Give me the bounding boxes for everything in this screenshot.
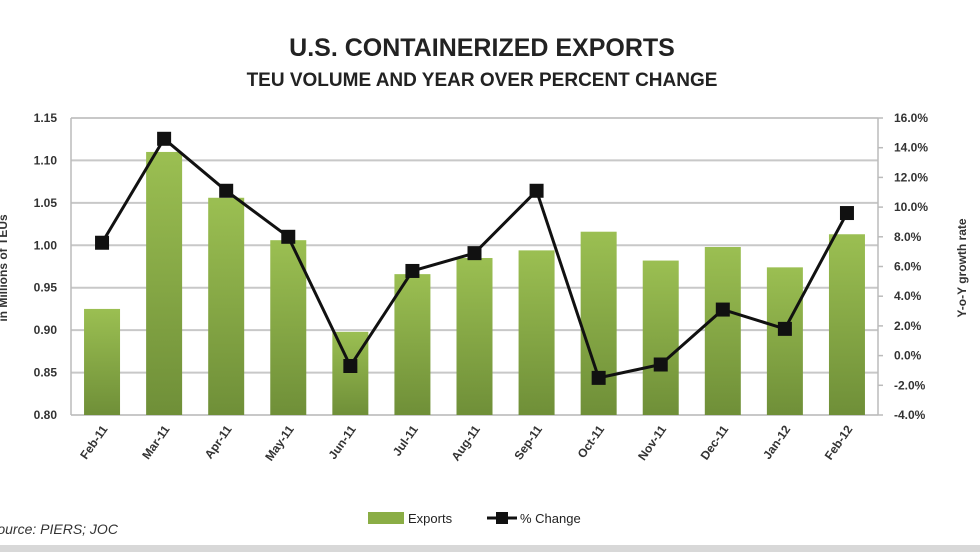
x-tick-label: Feb-11: [77, 422, 110, 461]
change-marker-May-11: [281, 229, 296, 244]
x-tick-label: Oct-11: [575, 422, 608, 460]
change-marker-Apr-11: [219, 183, 234, 198]
right-tick-label: 2.0%: [894, 319, 922, 333]
x-tick-label: Dec-11: [698, 422, 732, 462]
x-tick-label: Mar-11: [139, 422, 172, 461]
bar-exports-May-11: [270, 240, 307, 415]
right-tick-label: 16.0%: [894, 111, 928, 125]
left-tick-label: 1.10: [34, 153, 58, 167]
x-tick-label: Feb-12: [822, 422, 856, 462]
change-marker-Oct-11: [591, 370, 606, 385]
change-marker-Feb-12: [839, 206, 854, 221]
change-marker-Nov-11: [653, 357, 668, 372]
change-marker-Feb-11: [95, 235, 110, 250]
x-tick-label: May-11: [262, 422, 297, 463]
x-tick-label: Aug-11: [449, 422, 484, 463]
x-tick-label: Jul-11: [390, 422, 421, 458]
bar-exports-Feb-11: [84, 308, 121, 415]
x-tick-label: Apr-11: [202, 422, 235, 461]
left-axis-title: in Millions of TEUs: [0, 214, 10, 322]
change-marker-Mar-11: [157, 131, 172, 146]
left-tick-label: 0.80: [34, 408, 58, 422]
left-tick-label: 1.05: [34, 196, 58, 210]
left-tick-label: 1.00: [34, 238, 58, 252]
right-tick-label: 4.0%: [894, 289, 922, 303]
right-axis-ticks: -4.0% -2.0% 0.0% 2.0% 4.0% 6.0% 8.0% 10.0% 12.0%…: [878, 111, 928, 422]
x-tick-label: Nov-11: [635, 422, 669, 463]
legend: Exports % Change: [368, 511, 581, 526]
bar-exports-Jul-11: [394, 274, 431, 415]
right-tick-label: -2.0%: [894, 378, 926, 392]
source-note: Source: PIERS; JOC: [0, 521, 119, 537]
bar-exports-Apr-11: [208, 197, 245, 415]
bar-exports-Feb-12: [828, 234, 865, 415]
change-marker-Aug-11: [467, 246, 482, 261]
left-tick-label: 0.95: [34, 281, 58, 295]
change-marker-Dec-11: [715, 302, 730, 317]
change-marker-Jan-12: [777, 321, 792, 336]
x-tick-label: Jan-12: [760, 422, 793, 461]
chart-subtitle: TEU VOLUME AND YEAR OVER PERCENT CHANGE: [247, 70, 718, 91]
bar-exports-Jan-12: [766, 267, 803, 415]
bottom-band: [0, 545, 980, 552]
x-axis-ticks: Feb-11 Mar-11 Apr-11 May-11 Jun-11 Jul-11 Aug-…: [77, 422, 855, 463]
right-axis-title: Y-o-Y growth rate: [955, 218, 969, 317]
line-series: [95, 131, 854, 385]
bar-exports-Dec-11: [704, 246, 741, 415]
change-marker-Jul-11: [405, 263, 420, 278]
legend-label-change: % Change: [520, 511, 581, 526]
left-tick-label: 0.85: [34, 366, 58, 380]
right-tick-label: 6.0%: [894, 260, 922, 274]
chart-title: U.S. CONTAINERIZED EXPORTS: [289, 34, 675, 62]
left-axis-ticks: 0.80 0.85 0.90 0.95 1.00 1.05 1.10 1.15: [34, 111, 58, 422]
right-tick-label: 12.0%: [894, 170, 928, 184]
bar-exports-Oct-11: [580, 231, 617, 415]
legend-swatch-exports: [368, 512, 404, 524]
right-tick-label: -4.0%: [894, 408, 926, 422]
bars: [84, 151, 865, 415]
right-tick-label: 8.0%: [894, 230, 922, 244]
legend-swatch-change-marker: [496, 512, 508, 524]
left-tick-label: 1.15: [34, 111, 58, 125]
x-tick-label: Sep-11: [511, 422, 545, 462]
bar-exports-Nov-11: [642, 260, 679, 415]
right-tick-label: 10.0%: [894, 200, 928, 214]
right-tick-label: 0.0%: [894, 349, 922, 363]
right-tick-label: 14.0%: [894, 141, 928, 155]
bar-exports-Mar-11: [146, 151, 183, 415]
legend-label-exports: Exports: [408, 511, 453, 526]
change-marker-Sep-11: [529, 183, 544, 198]
bar-exports-Aug-11: [456, 258, 493, 415]
change-marker-Jun-11: [343, 358, 358, 373]
bar-exports-Sep-11: [518, 250, 555, 415]
x-tick-label: Jun-11: [326, 422, 359, 461]
left-tick-label: 0.90: [34, 323, 58, 337]
